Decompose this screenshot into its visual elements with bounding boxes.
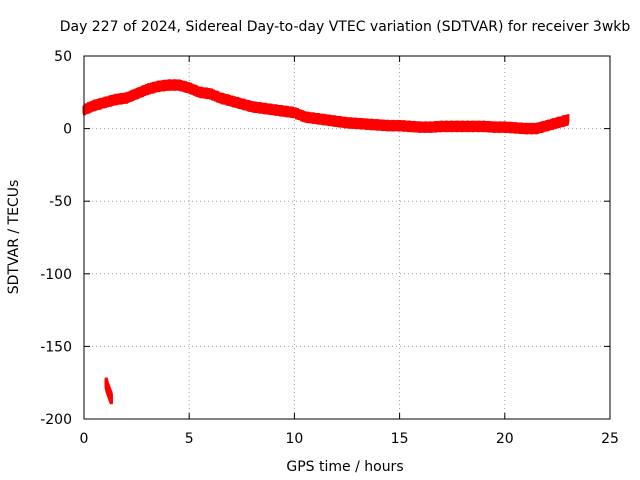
y-tick-label: -100 xyxy=(40,267,72,283)
y-tick-label: -200 xyxy=(40,412,72,428)
x-tick-label: 0 xyxy=(80,431,89,447)
y-tick-label: 0 xyxy=(63,122,72,138)
y-axis-label: SDTVAR / TECUs xyxy=(6,180,22,295)
data-series xyxy=(82,79,570,405)
y-tick-label: -150 xyxy=(40,339,72,355)
x-tick-label: 10 xyxy=(285,431,303,447)
x-tick-label: 15 xyxy=(391,431,409,447)
series-2 xyxy=(104,377,113,405)
ticks: 0 5 10 15 20 25 -200 -150 -100 -50 0 50 xyxy=(40,49,619,447)
x-tick-label: 5 xyxy=(185,431,194,447)
y-tick-label: -50 xyxy=(49,194,72,210)
series-1 xyxy=(82,79,570,135)
chart-title: Day 227 of 2024, Sidereal Day-to-day VTE… xyxy=(60,19,631,35)
x-tick-label: 25 xyxy=(601,431,619,447)
y-tick-label: 50 xyxy=(54,49,72,65)
x-tick-label: 20 xyxy=(496,431,514,447)
plot-frame xyxy=(83,55,611,420)
x-axis-label: GPS time / hours xyxy=(286,459,403,475)
